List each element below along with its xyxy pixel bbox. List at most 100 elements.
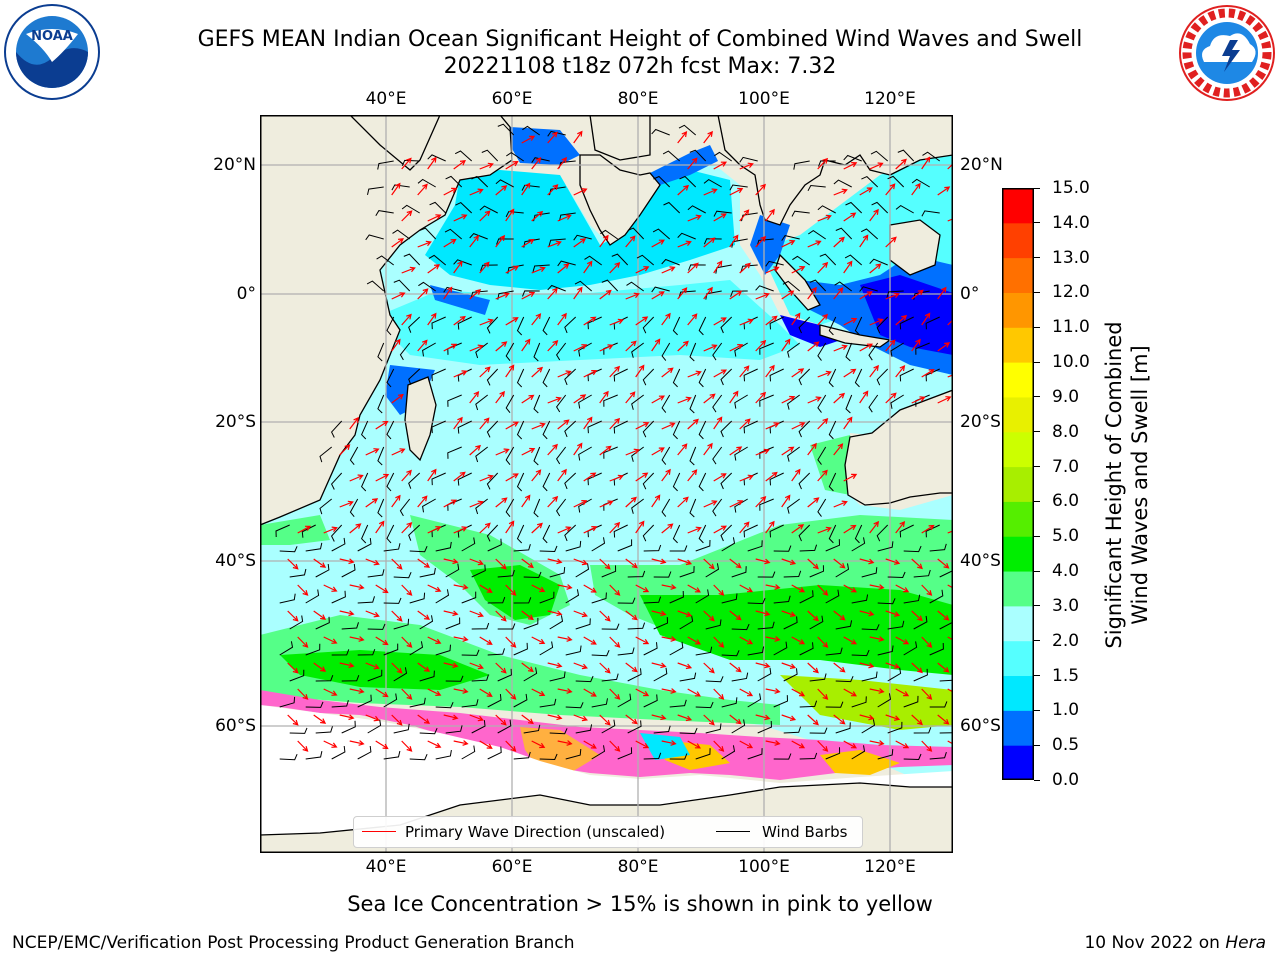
wave-direction-arrow: [349, 474, 364, 482]
wind-barb: [305, 643, 321, 656]
colorbar-tick-mark: [1034, 500, 1040, 502]
wave-direction-arrow: [791, 368, 805, 378]
wave-direction-arrow: [807, 714, 819, 726]
wave-direction-arrow: [895, 584, 910, 593]
wave-direction-arrow: [713, 213, 727, 222]
wave-direction-arrow: [531, 422, 546, 430]
colorbar-tick-mark: [1034, 535, 1040, 537]
wave-direction-arrow: [651, 494, 661, 508]
wind-barb: [712, 394, 723, 413]
map-border: [260, 115, 953, 853]
wind-barb: [845, 201, 863, 214]
map-legend: Primary Wave Direction (unscaled) Wind B…: [353, 816, 863, 848]
wave-direction-arrow: [937, 286, 947, 300]
wind-barb: [341, 563, 356, 578]
wave-direction-arrow: [469, 188, 484, 196]
wind-barb: [565, 702, 584, 709]
wave-direction-arrow: [583, 260, 593, 274]
wind-barb: [457, 316, 472, 330]
wave-direction-arrow: [573, 610, 588, 618]
wave-direction-arrow: [739, 418, 751, 430]
wind-barb: [887, 667, 902, 682]
wave-direction-arrow: [661, 468, 671, 482]
wind-barb: [417, 178, 436, 188]
wave-direction-arrow: [531, 636, 546, 645]
wave-direction-arrow: [651, 714, 667, 721]
wind-barb: [661, 342, 671, 361]
wind-barb: [377, 394, 385, 414]
wind-barb: [431, 472, 446, 486]
wind-barb: [643, 544, 662, 552]
wave-direction-arrow: [703, 237, 716, 248]
wave-direction-arrow: [885, 292, 900, 300]
wind-barb: [759, 446, 774, 459]
wave-direction-arrow: [625, 496, 637, 508]
wave-direction-arrow: [453, 636, 469, 642]
wave-direction-arrow: [635, 364, 645, 378]
wave-direction-arrow: [885, 714, 901, 721]
wave-direction-arrow: [573, 130, 583, 144]
wind-barb: [505, 446, 515, 466]
colorbar-tick-label: 7.0: [1052, 456, 1080, 477]
wave-direction-arrow: [547, 287, 558, 300]
wave-direction-arrow: [937, 342, 951, 352]
wave-direction-arrow: [843, 740, 857, 749]
wind-barb: [787, 342, 800, 358]
wind-barb: [331, 700, 349, 708]
wind-barb: [357, 649, 376, 656]
wind-barb: [513, 544, 531, 552]
wind-barb: [377, 160, 394, 170]
wave-direction-arrow: [781, 610, 797, 617]
wind-barb: [651, 286, 670, 293]
wave-direction-arrow: [339, 714, 355, 721]
wave-direction-arrow: [687, 157, 698, 170]
colorbar-tick-label: 1.0: [1052, 700, 1080, 721]
colorbar-tick-label: 12.0: [1052, 282, 1090, 303]
wave-direction-arrow: [469, 391, 480, 404]
wave-direction-arrow: [453, 159, 467, 170]
wave-direction-arrow: [911, 610, 923, 622]
wave-direction-arrow: [869, 520, 880, 534]
wave-direction-arrow: [937, 186, 951, 196]
wind-barb: [479, 205, 498, 214]
wind-barb: [844, 254, 863, 266]
wave-direction-arrow: [469, 344, 484, 352]
wind-barb: [747, 540, 763, 552]
wind-barb: [557, 260, 576, 267]
wind-barb: [555, 342, 567, 361]
wind-barb: [419, 615, 434, 630]
wave-direction-arrow: [323, 526, 338, 534]
wave-direction-arrow: [661, 688, 677, 694]
wave-direction-arrow: [375, 420, 389, 430]
colorbar-tick-mark: [1034, 466, 1040, 468]
wind-barb: [653, 175, 671, 188]
lon-tick-bottom-60e: 60°E: [491, 857, 533, 877]
wave-direction-arrow: [443, 187, 458, 196]
wind-barb: [627, 668, 642, 682]
wave-direction-arrow: [557, 156, 567, 170]
wave-direction-arrow: [313, 558, 327, 568]
wave-direction-arrow: [713, 636, 725, 648]
lat-tick-left-60s: 60°S: [215, 716, 256, 736]
wave-direction-arrow: [833, 287, 844, 300]
wave-direction-arrow: [443, 343, 458, 352]
wind-barb: [799, 752, 818, 760]
wind-barb: [469, 233, 488, 240]
colorbar-swatch: [1002, 675, 1034, 711]
wind-barb: [631, 394, 644, 410]
wind-barb: [915, 342, 930, 355]
wave-direction-arrow: [557, 214, 572, 222]
wave-direction-arrow: [417, 240, 432, 248]
wave-direction-arrow: [479, 688, 493, 697]
wind-barb: [539, 753, 558, 761]
wave-direction-arrow: [651, 338, 661, 352]
wind-barb: [869, 258, 888, 266]
wave-direction-arrow: [625, 610, 638, 621]
wave-direction-arrow: [791, 266, 806, 274]
wind-barb: [357, 694, 372, 708]
wind-barb: [843, 154, 862, 162]
wave-direction-arrow: [781, 662, 797, 669]
wind-barb: [279, 593, 296, 604]
wave-direction-arrow: [687, 740, 701, 749]
colorbar-swatch: [1002, 466, 1034, 502]
